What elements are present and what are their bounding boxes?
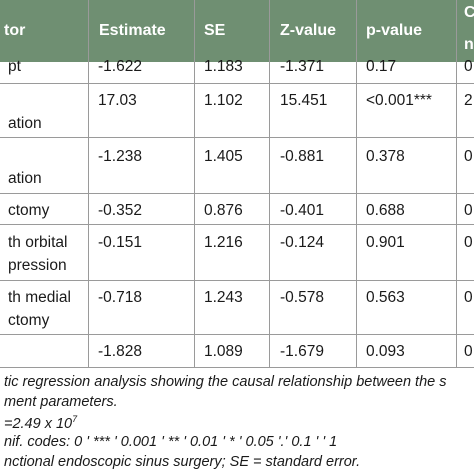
row-divider [0, 367, 474, 368]
cell-z-value: -0.578 [280, 289, 324, 306]
cell-estimate: -1.828 [98, 343, 142, 360]
header-se: SE [204, 22, 226, 39]
row-divider [0, 224, 474, 225]
cell-estimate: -0.352 [98, 202, 142, 219]
cell-extra: 0 [464, 148, 473, 165]
cell-se: 1.243 [204, 289, 243, 306]
footnote-abbreviations: nctional endoscopic sinus surgery; SE = … [4, 454, 361, 470]
cell-p-value: 0.093 [366, 343, 405, 360]
cell-extra: 0 [464, 202, 473, 219]
regression-table: tor Estimate SE Z-value p-value C n pt -… [0, 0, 474, 368]
table-header: tor Estimate SE Z-value p-value C n [0, 0, 474, 62]
column-divider [456, 0, 457, 368]
footnote-caption-cont: ment parameters. [4, 394, 118, 410]
column-divider [356, 0, 357, 368]
header-estimate: Estimate [99, 22, 166, 39]
header-z-value: Z-value [280, 22, 337, 39]
row-label: pression [8, 257, 67, 274]
row-label: th medial [8, 289, 71, 306]
row-divider [0, 83, 474, 84]
cell-extra: 0 [464, 289, 473, 306]
cell-extra: 0 [464, 343, 473, 360]
row-divider [0, 280, 474, 281]
cell-se: 1.405 [204, 148, 243, 165]
cell-p-value: 0.901 [366, 234, 405, 251]
cell-p-value: 0.688 [366, 202, 405, 219]
row-label: th orbital [8, 234, 68, 251]
column-divider [269, 0, 270, 368]
cell-p-value: <0.001*** [366, 92, 432, 109]
cell-se: 1.102 [204, 92, 243, 109]
footnote-signif-codes: nif. codes: 0 ' *** ' 0.001 ' ** ' 0.01 … [4, 434, 338, 450]
column-divider [194, 0, 195, 368]
cell-z-value: -0.881 [280, 148, 324, 165]
cell-estimate: -0.151 [98, 234, 142, 251]
table-footnotes: tic regression analysis showing the caus… [0, 368, 474, 474]
cell-z-value: -1.371 [280, 58, 324, 75]
cell-se: 0.876 [204, 202, 243, 219]
header-predictor: tor [4, 22, 26, 39]
cell-p-value: 0.378 [366, 148, 405, 165]
cell-extra: 0 [464, 58, 473, 75]
cell-z-value: -1.679 [280, 343, 324, 360]
cell-p-value: 0.17 [366, 58, 397, 75]
cell-z-value: -0.401 [280, 202, 324, 219]
cell-z-value: -0.124 [280, 234, 324, 251]
footnote-statistic-base: =2.49 x 10 [4, 415, 73, 432]
row-label: ctomy [8, 312, 50, 329]
cell-z-value: 15.451 [280, 92, 328, 109]
row-label: pt [8, 58, 21, 75]
column-divider [88, 0, 89, 368]
row-label: ctomy [8, 202, 50, 219]
row-divider [0, 137, 474, 138]
cell-se: 1.089 [204, 343, 243, 360]
row-label: ation [8, 115, 42, 132]
cell-se: 1.216 [204, 234, 243, 251]
row-label: ation [8, 170, 42, 187]
cell-estimate: -1.238 [98, 148, 142, 165]
cell-estimate: -1.622 [98, 58, 142, 75]
header-extra-bottom: n [464, 36, 474, 53]
cell-extra: 2 [464, 92, 473, 109]
cell-estimate: 17.03 [98, 92, 137, 109]
row-divider [0, 334, 474, 335]
cell-p-value: 0.563 [366, 289, 405, 306]
cell-extra: 0 [464, 234, 473, 251]
header-p-value: p-value [366, 22, 423, 39]
row-divider [0, 193, 474, 194]
footnote-statistic-exponent: 7 [72, 414, 78, 424]
cell-estimate: -0.718 [98, 289, 142, 306]
header-extra-top: C [464, 4, 474, 21]
footnote-statistic: =2.49 x 107 [4, 414, 77, 432]
footnote-caption: tic regression analysis showing the caus… [4, 374, 447, 390]
cell-se: 1.183 [204, 58, 243, 75]
